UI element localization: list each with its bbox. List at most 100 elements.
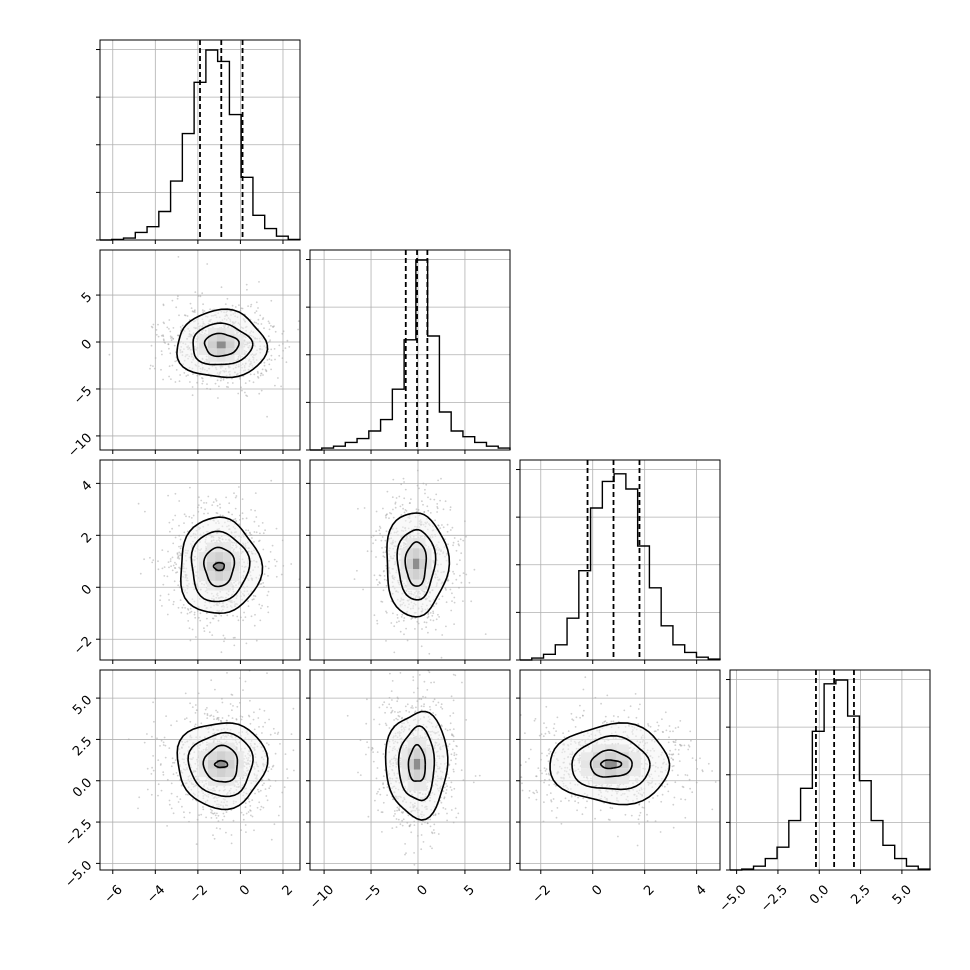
scatter-point bbox=[382, 555, 385, 558]
scatter-point bbox=[230, 834, 233, 836]
scatter-point bbox=[459, 574, 461, 577]
scatter-panel-2-1 bbox=[96, 249, 301, 454]
scatter-point bbox=[398, 809, 401, 812]
scatter-point bbox=[448, 777, 450, 779]
scatter-point bbox=[161, 605, 163, 607]
scatter-point bbox=[247, 600, 249, 603]
scatter-point bbox=[242, 814, 245, 816]
scatter-point bbox=[458, 586, 460, 589]
scatter-point bbox=[441, 634, 444, 636]
scatter-point bbox=[206, 383, 208, 385]
scatter-point bbox=[428, 652, 431, 655]
scatter-point bbox=[268, 779, 271, 781]
scatter-point bbox=[184, 607, 187, 609]
scatter-point bbox=[242, 619, 245, 622]
scatter-point bbox=[197, 506, 199, 509]
scatter-point bbox=[209, 621, 212, 624]
scatter-point bbox=[450, 795, 453, 798]
scatter-point bbox=[249, 699, 251, 702]
scatter-point bbox=[169, 560, 172, 563]
scatter-point bbox=[408, 502, 411, 504]
scatter-point bbox=[415, 508, 418, 511]
scatter-point bbox=[251, 537, 253, 539]
scatter-point bbox=[223, 815, 226, 818]
scatter-point bbox=[451, 592, 453, 595]
scatter-point bbox=[170, 378, 172, 380]
scatter-point bbox=[210, 811, 213, 814]
scatter-point bbox=[211, 617, 214, 620]
scatter-point bbox=[233, 492, 235, 495]
panel-content bbox=[520, 676, 720, 847]
scatter-point bbox=[375, 777, 378, 780]
scatter-point bbox=[440, 801, 443, 804]
scatter-point bbox=[404, 853, 406, 856]
scatter-point bbox=[429, 512, 432, 514]
histogram-step bbox=[310, 259, 511, 451]
scatter-point bbox=[217, 619, 220, 622]
scatter-point bbox=[172, 519, 174, 521]
scatter-point bbox=[454, 757, 457, 760]
scatter-point bbox=[257, 525, 260, 527]
scatter-point bbox=[191, 310, 194, 313]
scatter-point bbox=[265, 795, 268, 797]
scatter-point bbox=[258, 790, 260, 793]
scatter-point bbox=[227, 382, 229, 384]
scatter-point bbox=[173, 580, 176, 583]
scatter-point bbox=[174, 536, 177, 539]
scatter-point bbox=[153, 367, 156, 370]
scatter-point bbox=[394, 711, 396, 713]
scatter-point bbox=[450, 789, 453, 791]
scatter-point bbox=[437, 833, 440, 835]
scatter-point bbox=[453, 754, 456, 757]
scatter-point bbox=[183, 372, 186, 374]
scatter-point bbox=[453, 752, 456, 754]
scatter-point bbox=[211, 504, 214, 506]
scatter-point bbox=[185, 375, 188, 377]
scatter-point bbox=[411, 705, 414, 707]
scatter-point bbox=[174, 360, 177, 363]
scatter-point bbox=[240, 718, 243, 721]
contour-line bbox=[212, 561, 225, 572]
scatter-point bbox=[443, 796, 446, 799]
scatter-point bbox=[371, 747, 374, 750]
scatter-point bbox=[297, 328, 299, 331]
scatter-point bbox=[435, 704, 437, 706]
scatter-point bbox=[249, 805, 252, 807]
scatter-point bbox=[267, 590, 270, 593]
scatter-point bbox=[441, 524, 443, 526]
scatter-point bbox=[445, 625, 447, 628]
scatter-point bbox=[175, 306, 178, 309]
scatter-point bbox=[271, 544, 274, 547]
scatter-point bbox=[670, 757, 673, 759]
scatter-point bbox=[160, 739, 163, 742]
scatter-point bbox=[399, 505, 402, 508]
scatter-point bbox=[264, 721, 266, 724]
scatter-point bbox=[420, 705, 423, 708]
scatter-point bbox=[429, 619, 432, 621]
scatter-point bbox=[188, 627, 191, 630]
scatter-point bbox=[238, 486, 240, 488]
hist-panel-1 bbox=[96, 39, 301, 244]
scatter-point bbox=[260, 607, 262, 610]
scatter-point bbox=[272, 764, 275, 767]
scatter-point bbox=[222, 634, 225, 637]
scatter-point bbox=[213, 718, 215, 721]
scatter-point bbox=[221, 717, 224, 719]
scatter-point bbox=[161, 549, 164, 551]
scatter-point bbox=[167, 550, 169, 553]
scatter-point bbox=[442, 526, 445, 529]
scatter-point bbox=[183, 816, 186, 819]
scatter-point bbox=[184, 718, 186, 721]
scatter-point bbox=[378, 529, 381, 532]
scatter-point bbox=[152, 769, 155, 772]
scatter-point bbox=[366, 698, 368, 701]
scatter-point bbox=[398, 620, 400, 623]
scatter-point bbox=[353, 578, 356, 580]
scatter-point bbox=[266, 415, 268, 418]
scatter-point bbox=[159, 745, 161, 747]
scatter-point bbox=[150, 793, 153, 796]
scatter-point bbox=[195, 709, 198, 712]
scatter-point bbox=[449, 506, 452, 509]
scatter-point bbox=[422, 820, 424, 823]
scatter-point bbox=[286, 777, 289, 779]
